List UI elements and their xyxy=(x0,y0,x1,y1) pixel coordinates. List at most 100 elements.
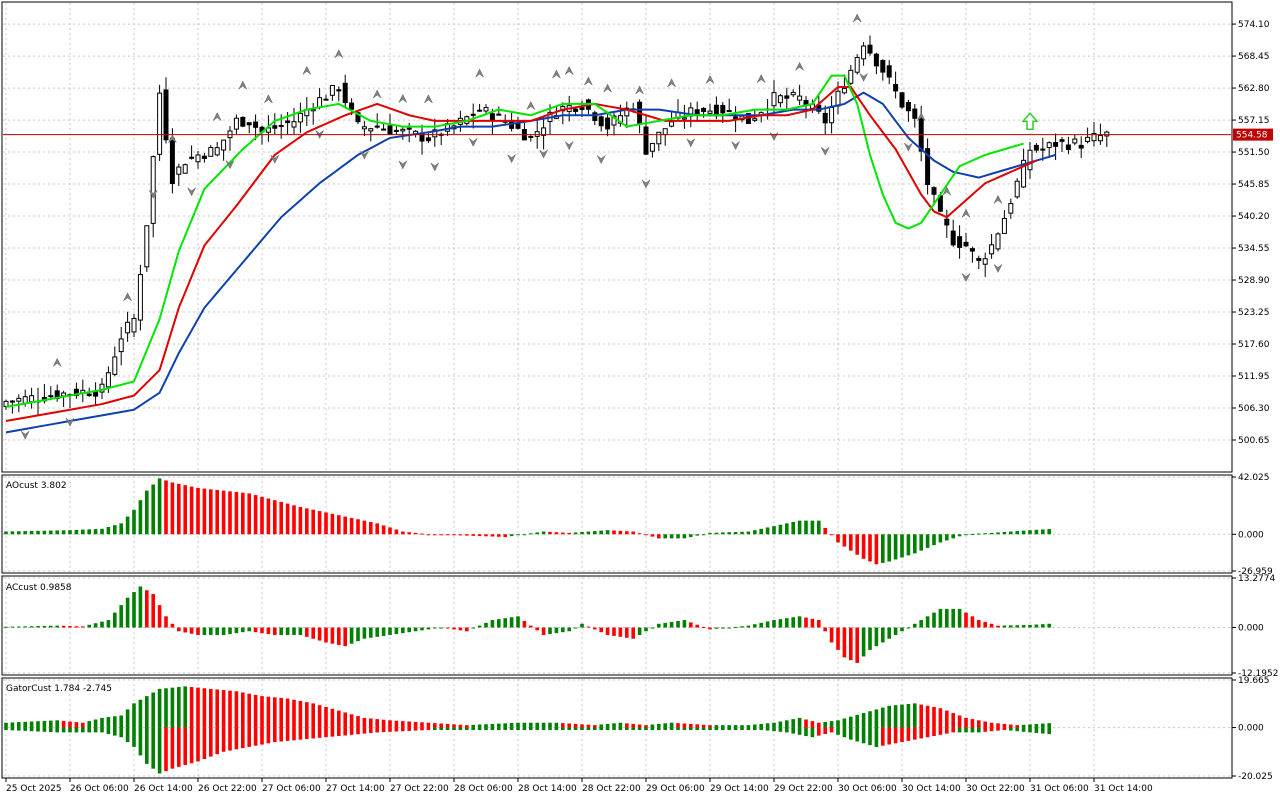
candle[interactable] xyxy=(291,107,297,135)
candle[interactable] xyxy=(1040,137,1046,161)
candle[interactable] xyxy=(1065,136,1071,155)
candle[interactable] xyxy=(1104,130,1110,147)
candle[interactable] xyxy=(1001,210,1007,234)
candle[interactable] xyxy=(1072,134,1078,146)
candle[interactable] xyxy=(1078,136,1084,159)
candle[interactable] xyxy=(265,115,271,142)
candle[interactable] xyxy=(323,94,329,101)
candle[interactable] xyxy=(272,113,278,135)
gator-plot[interactable] xyxy=(4,686,1051,774)
candle[interactable] xyxy=(822,105,828,135)
candle[interactable] xyxy=(112,346,118,377)
candle[interactable] xyxy=(195,151,201,169)
candle[interactable] xyxy=(1033,143,1039,153)
candle[interactable] xyxy=(976,255,982,270)
candle[interactable] xyxy=(381,123,387,131)
candle[interactable] xyxy=(861,42,867,66)
candle[interactable] xyxy=(694,101,700,123)
candle[interactable] xyxy=(854,54,860,75)
candle[interactable] xyxy=(125,311,131,342)
candle[interactable] xyxy=(528,135,534,142)
candle[interactable] xyxy=(342,74,348,109)
candle[interactable] xyxy=(361,121,367,137)
candle[interactable] xyxy=(726,98,732,113)
candle[interactable] xyxy=(969,246,975,263)
candle[interactable] xyxy=(246,122,252,134)
candle[interactable] xyxy=(297,102,303,133)
candle[interactable] xyxy=(848,64,854,86)
candle[interactable] xyxy=(592,110,598,126)
candle[interactable] xyxy=(118,326,124,366)
candle[interactable] xyxy=(873,52,879,75)
candle[interactable] xyxy=(189,145,195,160)
candle[interactable] xyxy=(950,219,956,247)
candle[interactable] xyxy=(137,264,143,331)
price-plot[interactable] xyxy=(3,13,1231,440)
candle[interactable] xyxy=(598,115,604,132)
candle[interactable] xyxy=(233,114,239,135)
candle[interactable] xyxy=(432,118,438,147)
candle[interactable] xyxy=(483,104,489,115)
candle[interactable] xyxy=(470,103,476,129)
candle[interactable] xyxy=(611,110,617,136)
candle[interactable] xyxy=(931,186,937,204)
buy-arrow-icon[interactable] xyxy=(1021,112,1039,131)
candle[interactable] xyxy=(1014,178,1020,199)
candle[interactable] xyxy=(163,77,169,144)
candle[interactable] xyxy=(1021,148,1027,188)
candle[interactable] xyxy=(982,252,988,277)
candle[interactable] xyxy=(131,313,137,337)
candle[interactable] xyxy=(605,111,611,137)
candle[interactable] xyxy=(310,102,316,125)
candle[interactable] xyxy=(144,225,150,272)
candle[interactable] xyxy=(9,399,15,414)
candle[interactable] xyxy=(374,113,380,129)
ao-plot[interactable] xyxy=(4,478,1051,565)
candle[interactable] xyxy=(995,232,1001,252)
candle[interactable] xyxy=(1085,127,1091,144)
candle[interactable] xyxy=(214,141,220,157)
candle[interactable] xyxy=(867,35,873,56)
candle[interactable] xyxy=(400,126,406,140)
candle[interactable] xyxy=(649,142,655,158)
candle[interactable] xyxy=(541,115,547,150)
candle[interactable] xyxy=(880,59,886,81)
candle[interactable] xyxy=(253,114,259,141)
candle[interactable] xyxy=(797,84,803,105)
candle[interactable] xyxy=(240,116,246,128)
candle[interactable] xyxy=(534,118,540,149)
candle[interactable] xyxy=(720,102,726,124)
candle[interactable] xyxy=(784,87,790,110)
candle[interactable] xyxy=(393,125,399,135)
candle[interactable] xyxy=(48,386,54,401)
candle[interactable] xyxy=(16,394,22,413)
candle[interactable] xyxy=(336,86,342,102)
candle[interactable] xyxy=(957,225,963,259)
candle[interactable] xyxy=(886,60,892,85)
candle[interactable] xyxy=(329,84,335,101)
candle[interactable] xyxy=(1008,198,1014,219)
candle[interactable] xyxy=(963,232,969,248)
candle[interactable] xyxy=(157,84,163,161)
candle[interactable] xyxy=(989,234,995,259)
candle[interactable] xyxy=(899,91,905,109)
candle[interactable] xyxy=(790,89,796,98)
candle[interactable] xyxy=(221,139,227,161)
candle[interactable] xyxy=(624,101,630,129)
ac-plot[interactable] xyxy=(4,586,1051,663)
candle[interactable] xyxy=(99,378,105,400)
candle[interactable] xyxy=(912,104,918,128)
candle[interactable] xyxy=(893,71,899,99)
candle[interactable] xyxy=(496,106,502,116)
candle[interactable] xyxy=(925,138,931,195)
candle[interactable] xyxy=(208,145,214,157)
candle[interactable] xyxy=(1027,142,1033,179)
candle[interactable] xyxy=(477,103,483,112)
candle[interactable] xyxy=(1059,137,1065,153)
candle[interactable] xyxy=(1046,141,1052,158)
candle[interactable] xyxy=(944,209,950,238)
candle[interactable] xyxy=(182,163,188,174)
candle[interactable] xyxy=(777,93,783,108)
candle[interactable] xyxy=(201,152,207,163)
